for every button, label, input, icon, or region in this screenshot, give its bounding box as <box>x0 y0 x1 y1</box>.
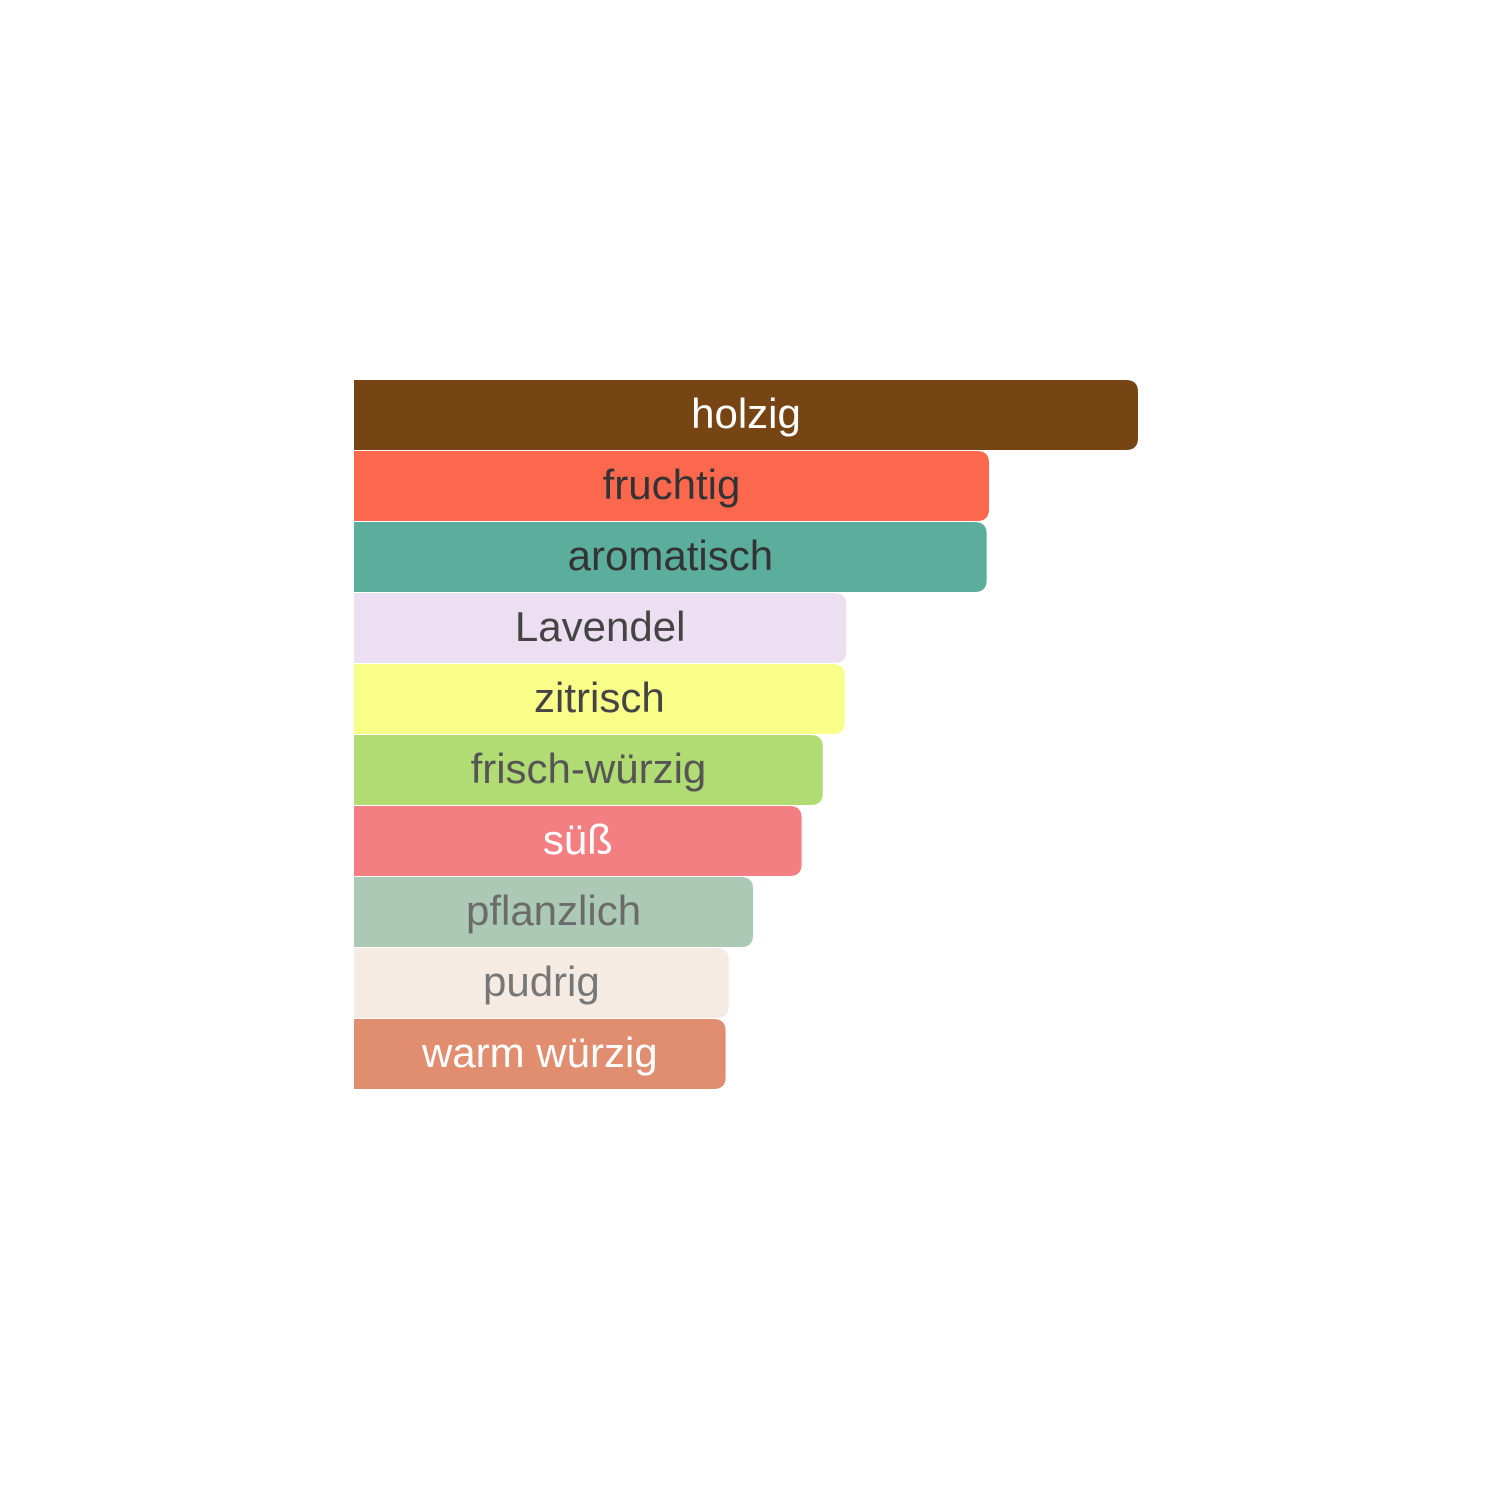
bar <box>354 451 990 521</box>
bar <box>354 380 1138 450</box>
bar <box>354 877 754 947</box>
bar <box>354 806 802 876</box>
bar <box>354 735 823 805</box>
bar <box>354 522 987 592</box>
bar-label: süß <box>543 816 613 863</box>
bar <box>354 1019 726 1089</box>
bar-label: fruchtig <box>603 461 741 508</box>
bar <box>354 664 845 734</box>
bar <box>354 593 847 663</box>
bar-label: Lavendel <box>515 603 685 650</box>
bar-label: warm würzig <box>421 1029 658 1076</box>
bar-label: pflanzlich <box>466 887 641 934</box>
bar-label: holzig <box>691 390 801 437</box>
bar-label: frisch-würzig <box>471 745 707 792</box>
bar-label: aromatisch <box>568 532 773 579</box>
bar <box>354 948 729 1018</box>
bar-label: zitrisch <box>534 674 665 721</box>
bar-label: pudrig <box>483 958 600 1005</box>
